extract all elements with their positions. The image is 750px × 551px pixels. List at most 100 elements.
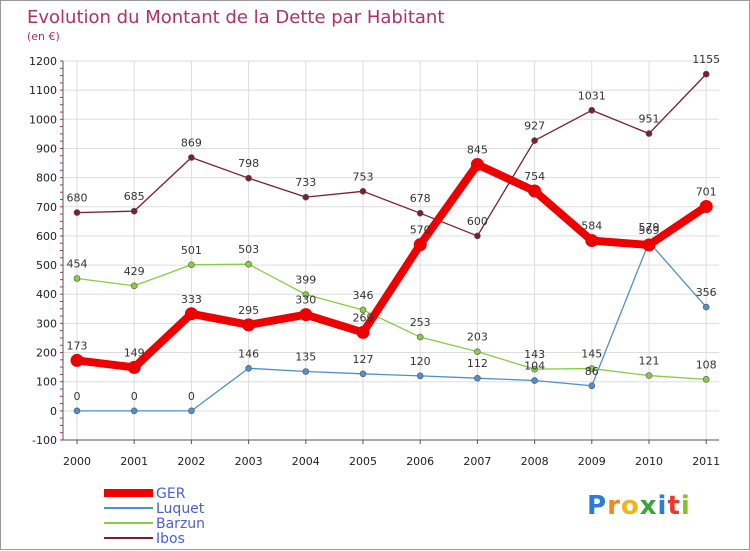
data-label-ibos: 600 [467,215,488,228]
data-label-ger: 149 [124,346,145,359]
y-tick-label: 300 [36,317,57,330]
data-label-layer: 680 685 869 798 733 753 678 600 927 1031 951 1155 45… [67,53,721,403]
y-tick-label: 200 [36,347,57,360]
data-point-barzun [645,372,653,379]
data-label-ger: 570 [410,224,431,237]
axis-layer: -100010020030040050060070080090010001100… [29,55,720,468]
y-tick-label: 0 [50,405,57,418]
data-point-ibos [245,174,252,182]
data-point-barzun [474,348,481,355]
data-label-luquet: 146 [238,347,259,360]
chart-subtitle: (en €) [27,30,60,43]
data-label-barzun: 253 [410,316,431,329]
data-point-luquet [245,364,252,372]
data-label-barzun: 501 [181,244,202,257]
data-label-ibos: 798 [238,157,259,170]
data-label-ibos: 951 [639,113,660,126]
data-point-luquet [474,374,481,382]
data-point-ibos [531,137,538,144]
data-label-ibos: 733 [295,176,316,189]
data-label-luquet: 120 [410,355,431,368]
data-label-ger: 569 [639,224,660,237]
logo-letter: t [667,491,681,521]
data-label-luquet: 0 [74,390,81,403]
data-point-ibos [474,232,481,240]
data-label-luquet: 112 [467,357,488,370]
x-tick-label: 2000 [63,455,91,468]
data-label-luquet: 579 [639,221,660,234]
data-point-ibos [702,70,710,78]
data-point-barzun [416,333,424,341]
data-label-ger: 584 [581,220,602,233]
y-tick-label: 1000 [29,113,57,126]
data-point-luquet [416,372,424,380]
logo-letter: i [680,491,691,521]
y-tick-label: 1200 [29,55,57,68]
data-label-barzun: 108 [696,358,717,371]
data-point-ibos [73,209,81,216]
data-point-ibos [302,193,310,201]
x-tick-label: 2008 [521,455,549,468]
series-line-ibos [76,73,707,237]
data-label-ger: 295 [238,304,259,317]
y-tick-label: 900 [36,142,57,155]
data-point-ger [413,238,427,252]
data-label-barzun: 503 [238,243,259,256]
data-point-barzun [359,306,367,314]
data-point-ger [184,307,198,321]
proxiti-logo: Proxiti [587,491,691,521]
data-point-luquet [130,407,138,415]
y-tick-label: 500 [36,259,57,272]
series-line-luquet [76,241,707,412]
series-line-ger [73,160,711,372]
data-point-barzun [531,365,538,373]
x-tick-label: 2004 [292,455,320,468]
data-point-barzun [302,291,310,298]
data-label-luquet: 104 [524,360,545,373]
y-tick-label: 800 [36,172,57,185]
data-point-ibos [416,209,424,217]
data-point-luquet [531,377,538,384]
data-label-luquet: 0 [131,390,138,403]
data-point-ger [528,184,542,198]
series-line-barzun [76,263,707,381]
data-point-ger [242,318,256,332]
data-point-luquet [702,303,710,311]
data-label-luquet: 0 [188,390,195,403]
data-point-luquet [302,368,310,375]
data-label-barzun: 143 [524,348,545,361]
data-point-barzun [73,275,81,282]
x-tick-label: 2005 [349,455,377,468]
x-tick-label: 2011 [692,455,720,468]
data-point-ger [642,238,656,252]
data-label-barzun: 399 [295,274,316,287]
data-point-ger [127,360,141,374]
data-label-luquet: 86 [585,365,599,378]
x-tick-label: 2001 [120,455,148,468]
data-point-barzun [245,260,252,268]
data-label-ibos: 680 [67,192,88,205]
data-point-ger [70,353,84,367]
data-label-ger: 330 [295,294,316,307]
legend-label-ger: GER [156,486,186,502]
y-tick-label: 600 [36,230,57,243]
data-point-ger [699,199,713,213]
data-label-barzun: 145 [581,348,602,361]
grid-layer [63,60,719,441]
legend-label-luquet: Luquet [156,501,205,517]
data-label-barzun: 203 [467,331,488,344]
data-label-ger: 269 [353,311,374,324]
data-point-barzun [130,282,138,290]
legend-label-barzun: Barzun [156,516,205,532]
data-label-luquet: 135 [295,350,316,363]
data-point-luquet [588,382,596,390]
data-label-ibos: 1155 [692,53,720,66]
data-label-barzun: 121 [639,355,660,368]
x-tick-label: 2009 [578,455,606,468]
data-label-ibos: 927 [524,120,545,133]
data-point-barzun [702,376,710,383]
logo-letter: i [657,491,668,521]
data-label-ibos: 869 [181,136,202,149]
